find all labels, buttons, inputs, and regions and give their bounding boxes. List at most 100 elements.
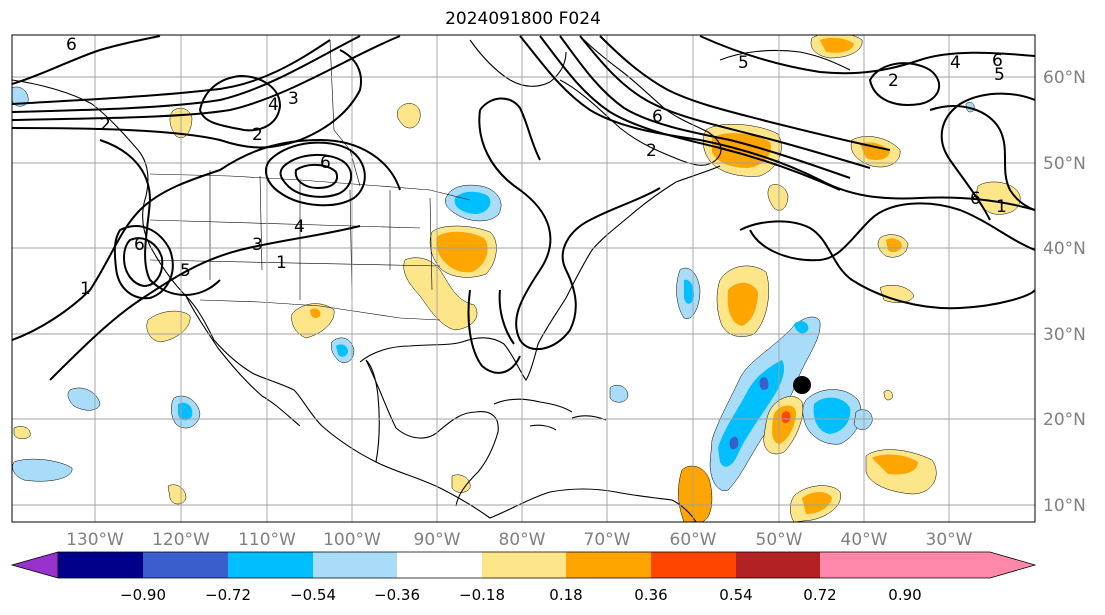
fill-greenland-orange [820, 37, 854, 53]
colorbar-outline-left [10, 551, 59, 579]
map-title: 2024091800 F024 [445, 9, 601, 29]
lat-label-20n: 20°N [1043, 410, 1086, 430]
colorbar-outline [58, 551, 1037, 579]
colorbar-segment-1 [58, 552, 143, 578]
contours [12, 35, 1035, 381]
contour-ne-3 [929, 105, 1035, 211]
colorbar-segment-8 [651, 552, 736, 578]
greenland-south [719, 49, 851, 71]
fill-south-orange [678, 465, 713, 522]
storm-center-marker [793, 376, 811, 394]
gulf-east-coast [359, 165, 721, 381]
fill-band-top [794, 321, 809, 334]
colorbar-segment-3 [228, 552, 313, 578]
clabel-11: 6 [992, 51, 1003, 71]
colorbar-extend-min [12, 552, 58, 578]
contour-trough-4 [498, 289, 515, 345]
contour-jet-4 [579, 35, 871, 169]
lon-label-90w: 90°W [414, 530, 461, 550]
fill-band-dark-2 [759, 377, 769, 390]
contour-nw-1 [12, 35, 161, 85]
contour-trough-1 [478, 109, 661, 350]
cb-tick-7: 0.36 [634, 586, 667, 604]
contour-se-2 [749, 202, 1035, 262]
contour-n1 [12, 39, 331, 105]
contour-low-2 [122, 237, 164, 288]
colorbar-segment-4 [313, 552, 397, 578]
cb-tick-8: 0.54 [719, 586, 752, 604]
fill-atl-orange-6 [727, 282, 758, 326]
state-lines-2 [149, 219, 441, 267]
contour-high-2 [279, 153, 353, 198]
lon-label-40w: 40°W [841, 530, 888, 550]
contour-w1 [99, 139, 221, 296]
gridlines [12, 35, 1035, 522]
lon-label-60w: 60°W [670, 530, 717, 550]
contour-ne-2 [868, 62, 941, 106]
lon-label-120w: 120°W [152, 530, 210, 550]
clabel-5: 4 [294, 217, 305, 237]
lon-label-50w: 50°W [756, 530, 803, 550]
map-frame [11, 34, 1036, 523]
fill-gulf-yellow [403, 257, 478, 331]
fill-greatlakes-mid [454, 191, 491, 214]
contour-jet-1 [519, 35, 1035, 211]
longitude-labels: 130°W 120°W 110°W 100°W 90°W 80°W 70°W 6… [66, 530, 973, 550]
coastlines [12, 35, 851, 522]
lat-label-10n: 10°N [1043, 496, 1086, 516]
contour-1 [49, 225, 361, 381]
cb-tick-4: −0.36 [374, 586, 420, 604]
fill-pac-blue-1 [67, 387, 101, 411]
colorbar-segment-10 [820, 552, 905, 578]
lat-label-40n: 40°N [1043, 239, 1086, 259]
fill-atl-yellow-3 [767, 184, 789, 211]
hudson-bay [469, 39, 567, 87]
latitude-labels: 60°N 50°N 40°N 30°N 20°N 10°N [1043, 68, 1086, 516]
lon-label-130w: 130°W [66, 530, 124, 550]
clabel-4: 6 [320, 153, 331, 173]
contour-se-1 [739, 220, 1035, 310]
contour-jet-5 [599, 35, 891, 151]
clabel-10: 2 [888, 71, 899, 91]
lon-label-30w: 30°W [926, 530, 973, 550]
fill-pac-yellow-3 [13, 426, 31, 439]
clabel-16: 6 [970, 189, 981, 209]
clabel-9: 5 [738, 53, 749, 73]
lat-label-30n: 30°N [1043, 325, 1086, 345]
jamaica [529, 424, 557, 431]
contour-ne-1 [699, 35, 1035, 75]
colorbar: −0.90 −0.72 −0.54 −0.36 −0.18 0.18 0.36 … [10, 551, 1037, 604]
fill-nw-patch [397, 103, 421, 129]
fill-storm-red [781, 411, 791, 424]
fill-mexico-orange [310, 308, 321, 318]
fill-mexico-blue-core [336, 344, 348, 357]
clabel-0: 6 [66, 35, 77, 55]
lat-label-60n: 60°N [1043, 68, 1086, 88]
contour-jet-3 [559, 35, 851, 179]
clabel-15: 4 [950, 53, 961, 73]
fill-pac-blue-3 [12, 458, 73, 482]
contour-low-1 [113, 225, 174, 300]
clabel-14: 2 [646, 141, 657, 161]
colorbar-segment-2 [143, 552, 228, 578]
contour-n4 [12, 49, 362, 149]
colorbar-segment-6 [482, 552, 566, 578]
mexico-gulf-coast [365, 359, 499, 507]
contour-n2 [12, 35, 361, 113]
clabel-1: 2 [252, 125, 263, 145]
fill-pac-blue-2-core [178, 402, 193, 421]
cb-tick-5: −0.18 [459, 586, 505, 604]
lat-label-50n: 50°N [1043, 154, 1086, 174]
lon-label-70w: 70°W [584, 530, 631, 550]
colorbar-segment-9 [736, 552, 820, 578]
contour-high-3 [294, 164, 338, 190]
fill-mexico-yellow [291, 303, 335, 339]
clabel-8: 1 [80, 279, 91, 299]
fill-carib-blue [609, 385, 629, 403]
fill-atl-orange-1 [860, 142, 890, 160]
us-mexico-border [199, 299, 441, 321]
cuba [493, 398, 573, 413]
contour-nw-2 [198, 74, 282, 132]
clabel-2: 4 [268, 95, 279, 115]
lon-label-80w: 80°W [499, 530, 546, 550]
